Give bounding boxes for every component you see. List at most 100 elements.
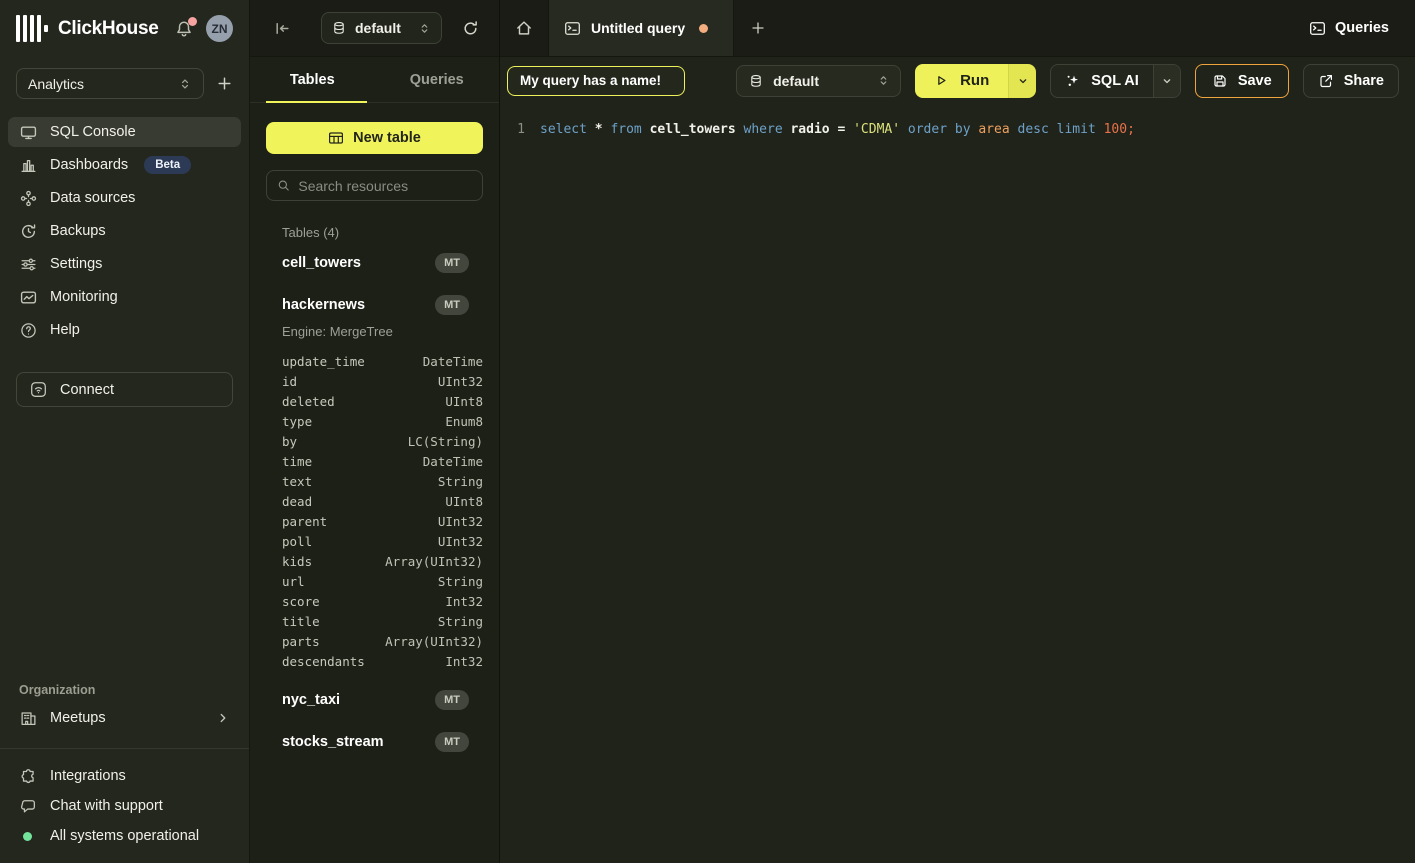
table-row-cell-towers[interactable]: cell_towers MT (282, 242, 483, 284)
tab-tables[interactable]: Tables (250, 57, 375, 103)
column-name: by (282, 433, 298, 449)
data-sources-hub-icon (19, 190, 37, 207)
sidebar-item-label: Integrations (50, 768, 126, 784)
database-select[interactable]: default (321, 12, 442, 44)
resources-tabs: Tables Queries (250, 57, 499, 103)
home-button[interactable] (500, 0, 548, 56)
play-icon (938, 76, 946, 85)
column-row: parent UInt32 (282, 511, 483, 531)
sidebar-item-help[interactable]: Help (8, 315, 241, 345)
sql-editor[interactable]: 1 select * from cell_towers where radio … (500, 104, 1415, 863)
search-icon (278, 180, 289, 191)
resources-body: New table Tables (4) cell_towers MT hack… (250, 103, 499, 763)
connect-button[interactable]: Connect (16, 372, 233, 407)
sidebar-item-monitoring[interactable]: Monitoring (8, 282, 241, 312)
database-icon (751, 74, 761, 87)
beta-badge: Beta (144, 156, 192, 174)
sql-ai-options-button[interactable] (1152, 64, 1180, 97)
sql-ai-button[interactable]: SQL AI (1051, 65, 1153, 97)
sidebar-divider (0, 748, 249, 749)
sidebar-item-label: Dashboards (50, 157, 129, 173)
chevron-updown-icon (877, 74, 890, 87)
sidebar: ClickHouse ZN Analytics SQL Console Dash (0, 0, 250, 863)
sql-ai-label: SQL AI (1091, 72, 1139, 89)
table-row-stocks-stream[interactable]: stocks_stream MT (282, 721, 483, 763)
sidebar-item-backups[interactable]: Backups (8, 216, 241, 246)
avatar[interactable]: ZN (206, 15, 233, 42)
sidebar-item-label: Help (50, 322, 80, 338)
column-name: parent (282, 513, 328, 529)
resources-header: default (250, 0, 499, 57)
sidebar-item-settings[interactable]: Settings (8, 249, 241, 279)
query-tab[interactable]: Untitled query (548, 0, 734, 56)
queries-button-label: Queries (1335, 20, 1389, 36)
new-tab-button[interactable] (734, 0, 782, 56)
run-button-group: Run (915, 63, 1037, 98)
code-token: = (837, 122, 854, 137)
sidebar-item-meetups[interactable]: Meetups (0, 703, 249, 733)
queries-button[interactable]: Queries (1283, 0, 1415, 56)
plus-icon (218, 77, 231, 90)
table-name: cell_towers (282, 255, 361, 271)
clickhouse-logo-icon (16, 15, 48, 42)
column-name: time (282, 453, 313, 469)
sliders-icon (19, 256, 37, 273)
code-token: * (594, 122, 611, 137)
save-icon (1214, 74, 1226, 87)
workspace-select[interactable]: Analytics (16, 68, 204, 99)
chevron-updown-icon (178, 77, 192, 91)
chevron-updown-icon (418, 22, 431, 35)
building-icon (19, 710, 37, 727)
share-button[interactable]: Share (1302, 63, 1399, 98)
toolbar-database-select[interactable]: default (736, 64, 902, 97)
sparkle-icon (1067, 75, 1079, 86)
column-name: dead (282, 493, 313, 509)
run-options-button[interactable] (1008, 63, 1037, 98)
column-type: String (437, 473, 483, 489)
code-token: radio (790, 122, 838, 137)
status-label: All systems operational (50, 828, 200, 844)
column-row: id UInt32 (282, 371, 483, 391)
bell-icon (177, 21, 191, 36)
run-button[interactable]: Run (915, 63, 1009, 98)
table-row-hackernews[interactable]: hackernews MT (282, 284, 483, 326)
sidebar-item-label: Chat with support (50, 798, 163, 814)
refresh-button[interactable] (462, 20, 479, 37)
new-table-button[interactable]: New table (266, 122, 483, 154)
connect-label: Connect (60, 381, 115, 398)
code-token: desc limit (1017, 122, 1104, 137)
sidebar-item-label: SQL Console (50, 124, 136, 140)
editor-toolbar: default Run SQL AI (500, 57, 1415, 104)
search-box[interactable] (266, 170, 483, 201)
code-line: 1 select * from cell_towers where radio … (500, 120, 1415, 140)
table-name: stocks_stream (282, 734, 384, 750)
code-token: 'CDMA' (853, 122, 908, 137)
search-input[interactable] (298, 177, 472, 194)
sidebar-item-data-sources[interactable]: Data sources (8, 183, 241, 213)
query-name-input[interactable] (507, 65, 685, 96)
column-type: Array(UInt32) (385, 633, 483, 649)
sidebar-item-dashboards[interactable]: Dashboards Beta (8, 150, 241, 180)
status-indicator[interactable]: All systems operational (0, 821, 249, 851)
new-table-label: New table (353, 130, 421, 146)
sidebar-item-chat-support[interactable]: Chat with support (0, 791, 249, 821)
code-token: where (743, 122, 791, 137)
collapse-panel-button[interactable] (274, 20, 291, 37)
notifications-button[interactable] (175, 16, 197, 38)
sidebar-item-integrations[interactable]: Integrations (0, 761, 249, 791)
column-type: UInt32 (437, 513, 483, 529)
column-row: deleted UInt8 (282, 391, 483, 411)
tab-queries[interactable]: Queries (409, 71, 464, 88)
sidebar-item-sql-console[interactable]: SQL Console (8, 117, 241, 147)
unsaved-dot (699, 23, 709, 33)
save-button[interactable]: Save (1194, 63, 1289, 98)
sql-ai-button-group: SQL AI (1050, 63, 1181, 98)
column-name: deleted (282, 393, 335, 409)
engine-badge: MT (435, 295, 469, 315)
add-workspace-button[interactable] (216, 75, 233, 92)
notification-dot (188, 16, 197, 26)
table-row-nyc-taxi[interactable]: nyc_taxi MT (282, 679, 483, 721)
engine-badge: MT (435, 690, 469, 710)
column-name: text (282, 473, 313, 489)
